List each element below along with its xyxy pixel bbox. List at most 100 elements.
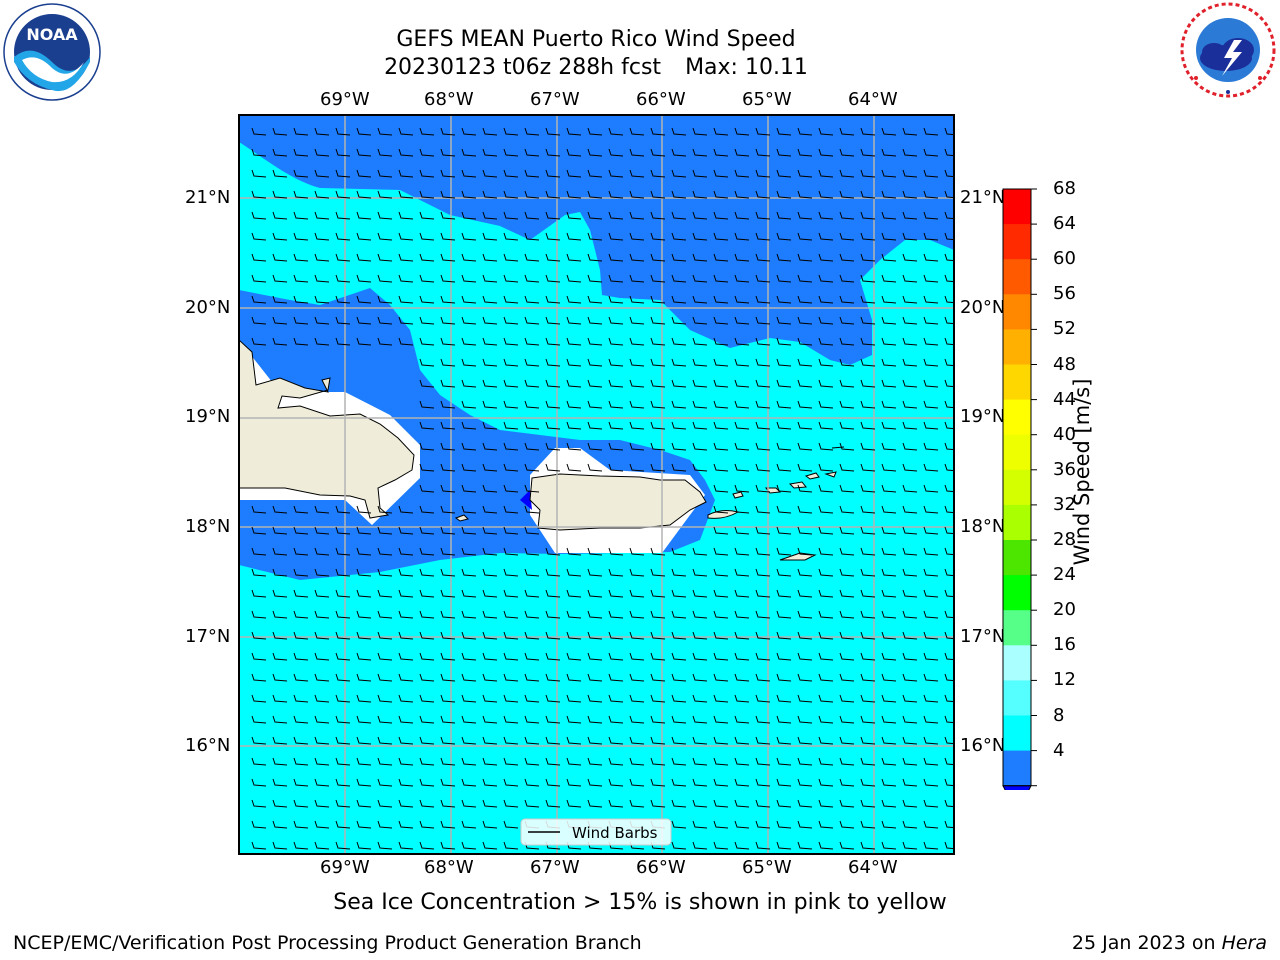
wind-barb [419,736,435,745]
wind-barb [398,589,414,598]
lat-label-right: 20°N [960,297,1006,318]
wind-barb [272,190,288,199]
wind-barb [314,295,330,304]
wind-barb [356,778,372,787]
wind-barb [314,316,330,325]
wind-barb [377,568,393,577]
wind-barb [524,694,540,703]
wind-barb [797,253,813,262]
wind-barb [755,295,771,304]
wind-barb [671,841,687,850]
wind-barb [902,631,918,640]
wind-barb [356,841,372,850]
wind-barb [713,232,729,241]
lon-label-bottom: 68°W [424,857,474,878]
lon-label-top: 64°W [848,89,898,110]
wind-barb [587,799,603,808]
wind-barb [818,295,834,304]
wind-barb [902,463,918,472]
wind-barb [377,190,393,199]
wind-barb [608,568,624,577]
wind-barb [944,358,954,367]
wind-barb [524,169,540,178]
wind-barb [860,337,876,346]
wind-barb [608,421,624,430]
lon-label-top: 68°W [424,89,474,110]
wind-barb [272,610,288,619]
wind-barb [692,295,708,304]
wind-barb [461,757,477,766]
wind-barb [482,337,498,346]
wind-barb [923,484,939,493]
wind-barb [860,484,876,493]
wind-barb [944,295,954,304]
colorbar-segment [1003,364,1031,401]
wind-barb [797,232,813,241]
wind-barb [293,127,309,136]
wind-barb [671,463,687,472]
colorbar-segment [1003,189,1031,225]
wind-barb [461,358,477,367]
wind-barb [797,421,813,430]
wind-barb [797,274,813,283]
wind-barb [818,505,834,514]
wind-barb [797,589,813,598]
wind-barb [944,505,954,514]
wind-barb [335,757,351,766]
wind-barb [482,736,498,745]
wind-barb [797,694,813,703]
wind-barb [482,421,498,430]
wind-barb [440,274,456,283]
wind-barb [482,232,498,241]
wind-barb [272,295,288,304]
wind-barb [419,589,435,598]
wind-barb [755,841,771,850]
wind-barb [692,757,708,766]
wind-barb [356,757,372,766]
wind-barb [545,148,561,157]
wind-barb [713,820,729,829]
wind-barb [671,799,687,808]
wind-barb [755,169,771,178]
wind-barb [419,442,435,451]
wind-barb [902,568,918,577]
wind-barb [461,526,477,535]
wind-barb [692,652,708,661]
wind-barb [629,337,645,346]
wind-barb [860,127,876,136]
wind-barb [755,757,771,766]
wind-barb [461,694,477,703]
wind-barb [272,631,288,640]
wind-barb [881,274,897,283]
wind-barb [356,673,372,682]
wind-barb [251,715,267,724]
wind-barb [944,379,954,388]
wind-barb [881,547,897,556]
wind-barb [944,547,954,556]
wind-barb [545,400,561,409]
wind-barb [608,715,624,724]
wind-barb [398,799,414,808]
wind-barb [440,127,456,136]
wind-barb [923,232,939,241]
wind-barb [944,190,954,199]
wind-barb [293,274,309,283]
wind-barb [629,295,645,304]
wind-barb [776,631,792,640]
lat-label-left: 21°N [185,187,231,208]
wind-barb [650,736,666,745]
contour-band-8-12-north [239,142,954,854]
wind-barb [881,652,897,661]
wind-barb [587,736,603,745]
wind-barb [944,316,954,325]
wind-barb [461,589,477,598]
wind-barb [923,757,939,766]
wind-barb [671,547,687,556]
wind-barb [902,400,918,409]
wind-barb [440,547,456,556]
wind-barb [272,715,288,724]
wind-barb [650,463,666,472]
wind-barb [587,295,603,304]
wind-barb [503,526,519,535]
wind-barb [881,715,897,724]
